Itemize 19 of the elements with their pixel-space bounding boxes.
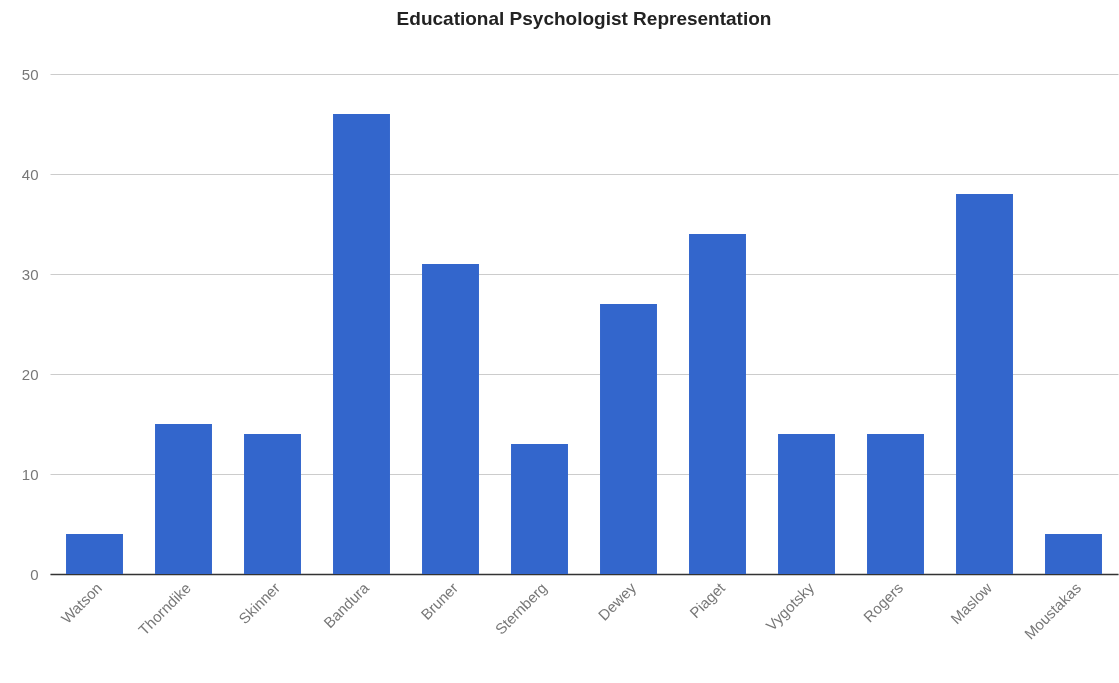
y-tick-label: 30 [21, 265, 39, 283]
bar [66, 534, 123, 574]
bar [600, 304, 657, 574]
bar [778, 434, 835, 574]
y-tick-label: 50 [21, 65, 39, 83]
y-tick-label: 0 [30, 565, 39, 583]
bar [867, 434, 924, 574]
bar [956, 194, 1013, 574]
chart-title: Educational Psychologist Representation [396, 8, 772, 29]
y-tick-label: 20 [21, 365, 39, 383]
y-tick-label: 40 [21, 165, 39, 183]
y-tick-label: 10 [21, 465, 39, 483]
bar [244, 434, 301, 574]
bar [155, 424, 212, 574]
bar [333, 114, 390, 574]
bar [422, 264, 479, 574]
bar [689, 234, 746, 574]
bar [1045, 534, 1102, 574]
bar [511, 444, 568, 574]
